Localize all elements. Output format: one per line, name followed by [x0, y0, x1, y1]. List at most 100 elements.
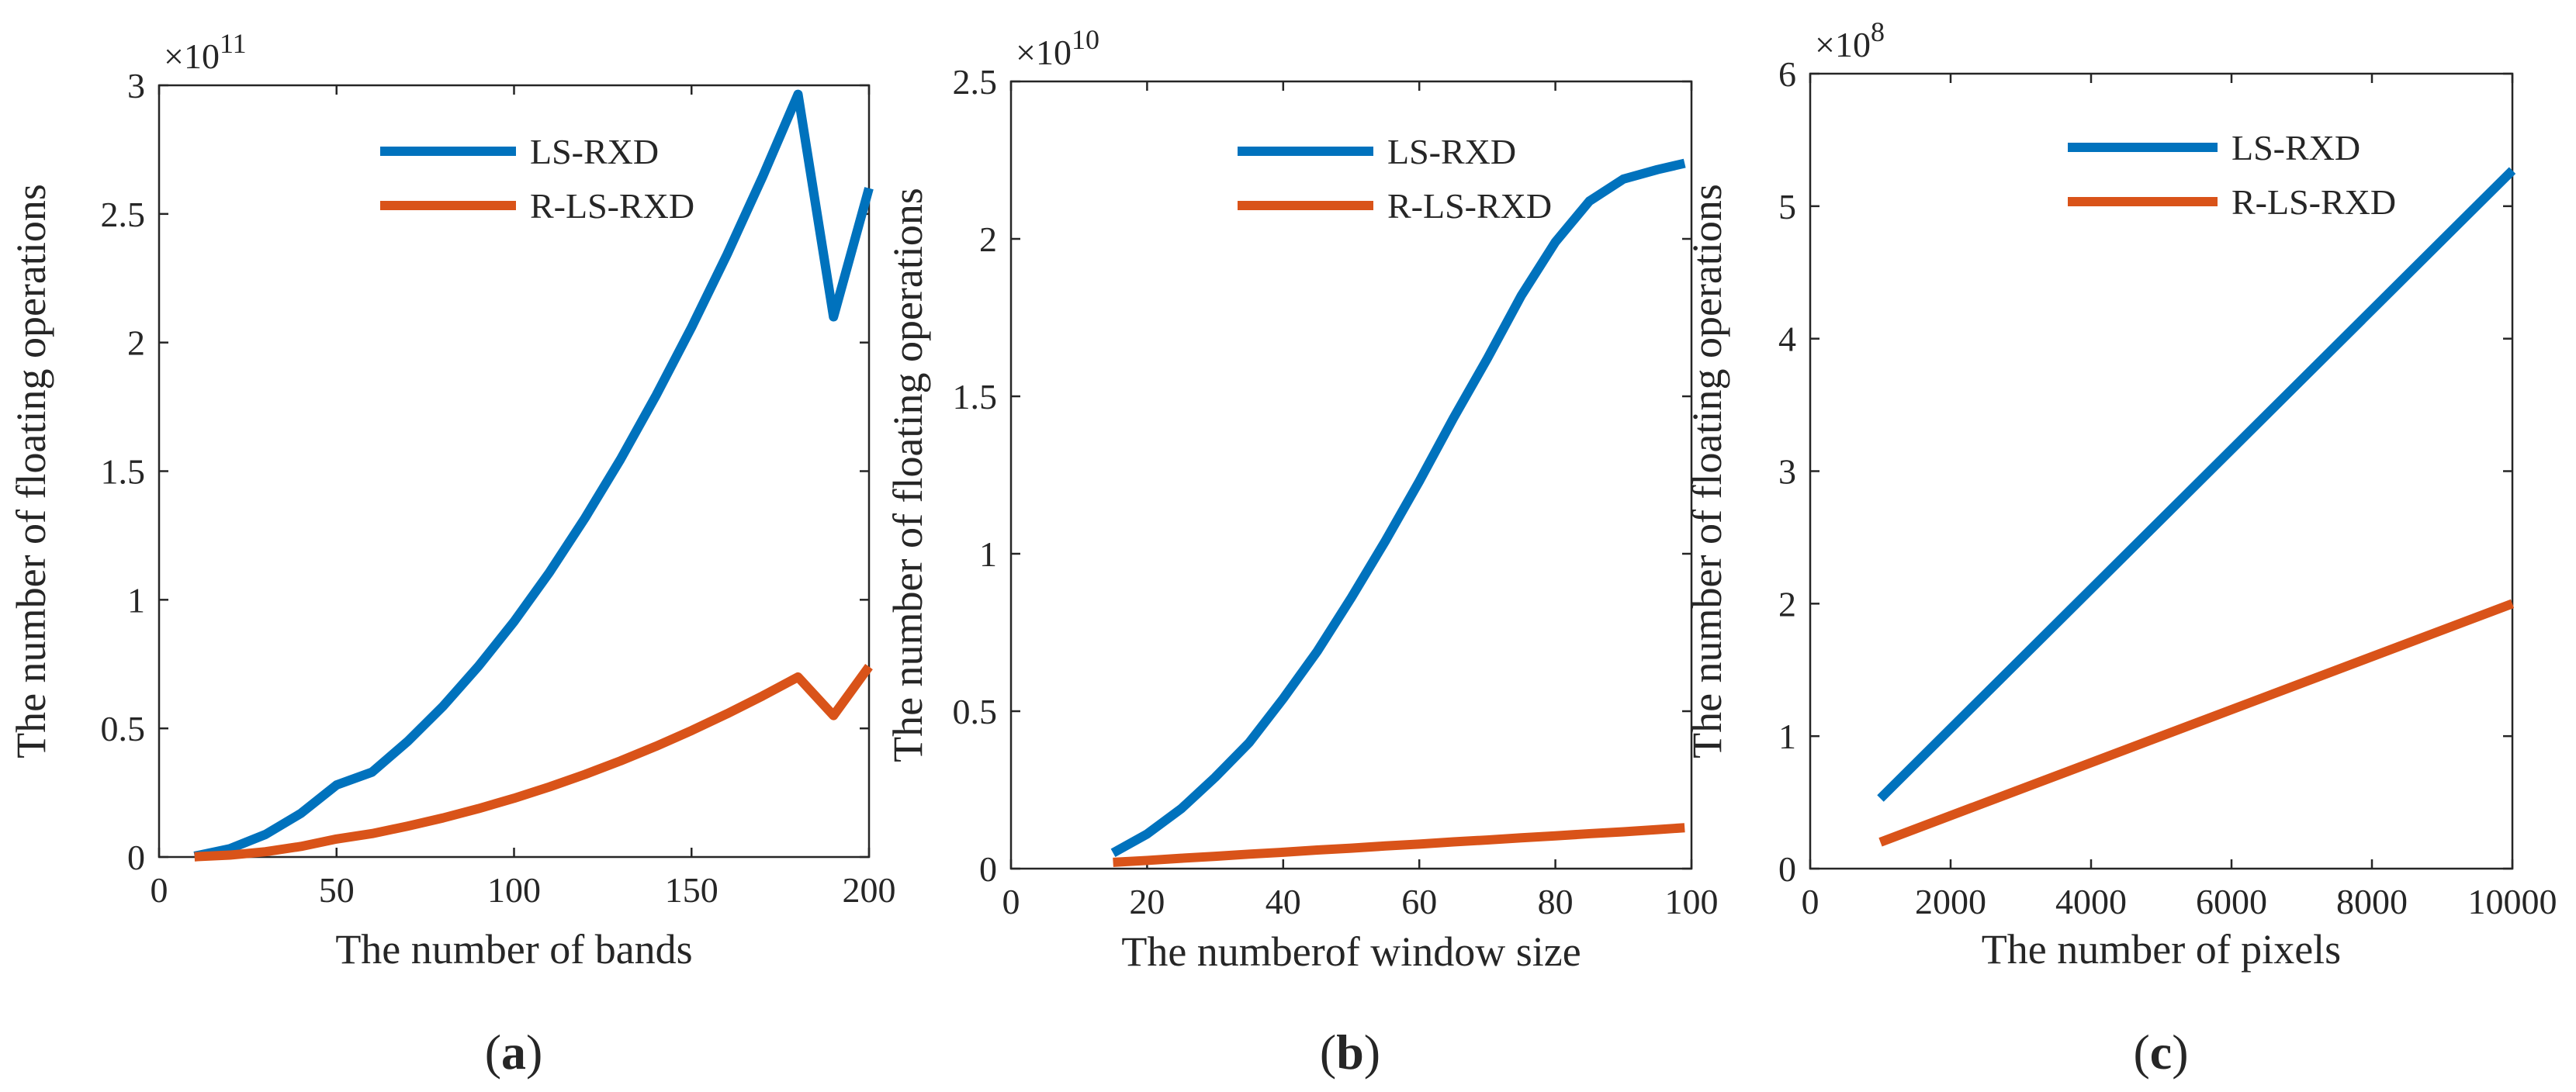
axes-box: [1809, 72, 2514, 870]
y-tick-label: 5: [1778, 187, 1796, 226]
y-exponent-base: ×10: [1016, 33, 1072, 72]
data-point: [336, 838, 337, 839]
series-ls-rxd: [193, 89, 874, 861]
x-axis-label: The number of pixels: [1982, 926, 2341, 973]
data-point: [478, 665, 479, 666]
y-exponent-base: ×10: [1815, 25, 1871, 64]
x-tick-label: 4000: [2055, 882, 2127, 921]
panel-label-open: (: [1320, 1025, 1336, 1080]
data-point: [1215, 856, 1216, 857]
x-axis-label: The number of bands: [335, 926, 692, 973]
legend-label: LS-RXD: [2231, 128, 2360, 168]
data-point: [407, 826, 408, 827]
data-point: [1147, 834, 1148, 835]
series-line-r-ls-rxd: [1113, 823, 1685, 867]
legend: LS-RXD R-LS-RXD: [2068, 128, 2396, 222]
panel-label: (a): [485, 1025, 543, 1080]
x-axis-label: The numberof window size: [1121, 928, 1581, 975]
y-tick-label: 4: [1778, 320, 1796, 359]
y-tick-label: 0.5: [953, 692, 998, 731]
x-tick-label: 10000: [2468, 882, 2557, 921]
data-point: [833, 715, 834, 716]
x-tick-label: 60: [1401, 882, 1437, 921]
y-tick-label: 2.5: [101, 195, 146, 234]
data-point: [478, 808, 479, 809]
panel-label-letter: a: [501, 1025, 526, 1080]
legend-label: R-LS-RXD: [2231, 182, 2396, 222]
panel-label-letter: b: [1336, 1025, 1364, 1080]
y-exponent-power: 11: [220, 28, 247, 59]
x-tick-label: 100: [1665, 882, 1719, 921]
legend-label: LS-RXD: [1387, 132, 1516, 171]
series-r-ls-rxd: [194, 664, 873, 862]
y-tick-label: 6: [1778, 54, 1796, 94]
data-point: [2512, 170, 2513, 171]
data-point: [869, 666, 870, 667]
legend-label: LS-RXD: [530, 132, 659, 171]
y-tick-label: 3: [127, 66, 145, 105]
y-exponent-label: ×1011: [164, 28, 247, 76]
panel-label-open: (: [2133, 1025, 2149, 1080]
data-point: [1555, 242, 1556, 243]
data-point: [194, 856, 195, 857]
x-tick-label: 0: [151, 870, 168, 910]
data-point: [1684, 163, 1685, 164]
axes-box: [1009, 80, 1693, 870]
data-point: [301, 846, 302, 847]
y-tick-label: 2: [1778, 584, 1796, 624]
y-tick-label: 1: [127, 580, 145, 620]
data-point: [336, 785, 337, 786]
data-point: [443, 817, 444, 818]
x-tick-label: 200: [843, 870, 896, 910]
data-point: [691, 730, 692, 731]
data-point: [620, 459, 621, 460]
series-line-r-ls-rxd: [1878, 599, 2515, 847]
data-point: [1555, 835, 1556, 836]
x-tick-label: 100: [487, 870, 541, 910]
data-point: [443, 706, 444, 707]
y-tick-label: 3: [1778, 452, 1796, 492]
data-point: [1248, 742, 1249, 743]
data-point: [762, 177, 763, 178]
data-point: [1419, 844, 1420, 845]
y-tick-label: 1.5: [101, 452, 146, 492]
y-tick-label: 1: [1778, 717, 1796, 756]
series-r-ls-rxd: [1878, 599, 2515, 847]
y-tick-label: 0: [1778, 849, 1796, 889]
panel-label-letter: c: [2150, 1025, 2172, 1080]
panel-label-close: ): [2172, 1025, 2188, 1080]
data-point: [1521, 295, 1522, 296]
data-point: [2512, 603, 2513, 604]
y-tick-label: 1.5: [953, 377, 998, 416]
data-point: [1181, 808, 1182, 809]
y-exponent-power: 10: [1072, 24, 1099, 55]
y-tick-label: 2.5: [953, 62, 998, 102]
y-tick-label: 0: [979, 849, 997, 889]
y-exponent-base: ×10: [164, 36, 220, 76]
data-point: [1880, 841, 1881, 842]
data-point: [1623, 178, 1624, 179]
panel-label: (c): [2133, 1025, 2188, 1080]
legend-label: R-LS-RXD: [530, 186, 694, 226]
data-point: [1589, 833, 1590, 834]
legend: LS-RXD R-LS-RXD: [1238, 132, 1552, 226]
series-line-r-ls-rxd: [194, 664, 873, 862]
data-point: [549, 786, 550, 787]
y-axis-label: The number of floating operations: [1684, 184, 1730, 759]
data-point: [620, 761, 621, 762]
chart-panel-c: 0 2000 4000 6000 8000 10000 0 1 2 3 4 5 6 ×108 LS-RXD R…: [1684, 16, 2557, 1080]
data-point: [1623, 831, 1624, 832]
y-exponent-label: ×108: [1815, 16, 1885, 64]
x-tick-label: 2000: [1915, 882, 1986, 921]
series-line-ls-rxd: [193, 89, 874, 861]
data-point: [1248, 854, 1249, 855]
x-tick-label: 0: [1802, 882, 1819, 921]
legend-label: R-LS-RXD: [1387, 186, 1552, 226]
data-point: [301, 813, 302, 814]
data-point: [585, 774, 586, 775]
x-tick-label: 50: [319, 870, 355, 910]
series-ls-rxd: [1877, 167, 2516, 802]
series-ls-rxd: [1110, 158, 1686, 857]
legend: LS-RXD R-LS-RXD: [380, 132, 694, 226]
